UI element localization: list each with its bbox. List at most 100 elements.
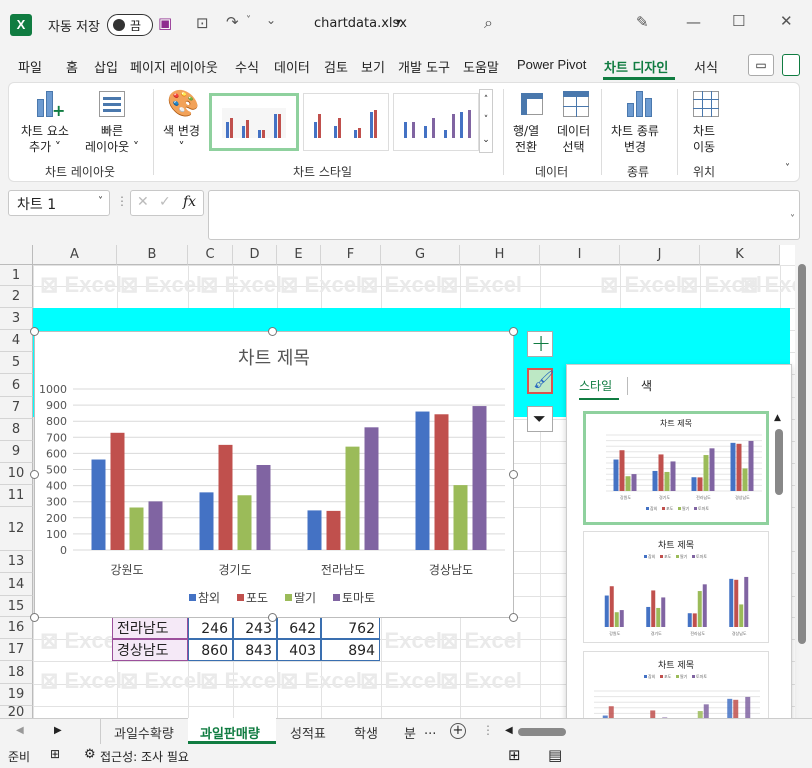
row-header[interactable]: 5 xyxy=(0,352,33,374)
row-header[interactable]: 15 xyxy=(0,596,33,617)
table-cell-value[interactable]: 860 xyxy=(188,639,233,661)
page-layout-view-icon[interactable]: ▤ xyxy=(548,746,563,764)
table-cell-value[interactable]: 243 xyxy=(233,617,277,639)
insert-function-icon[interactable]: fx xyxy=(183,194,197,210)
change-chart-type-button[interactable]: 차트 종류 변경 xyxy=(611,124,659,154)
maximize-icon[interactable]: ☐ xyxy=(732,12,746,30)
column-header[interactable]: A xyxy=(33,245,117,265)
chart-resize-handle[interactable] xyxy=(268,613,277,622)
chart-style-3[interactable] xyxy=(393,93,479,151)
save-icon[interactable]: ▣ xyxy=(158,14,173,32)
tab-help[interactable]: 도움말 xyxy=(463,61,499,76)
row-header[interactable]: 11 xyxy=(0,485,33,507)
chart-resize-handle[interactable] xyxy=(509,613,518,622)
chart-resize-handle[interactable] xyxy=(30,613,39,622)
chart-style-2[interactable] xyxy=(303,93,389,151)
row-header[interactable]: 2 xyxy=(0,286,33,308)
column-header[interactable]: D xyxy=(233,245,277,265)
row-header[interactable]: 7 xyxy=(0,397,33,419)
row-header[interactable]: 16 xyxy=(0,617,33,639)
sheet-tab[interactable]: 과일수확량 xyxy=(114,727,174,742)
row-header[interactable]: 4 xyxy=(0,330,33,352)
row-header[interactable]: 8 xyxy=(0,419,33,441)
chart-styles-button[interactable]: 🖌 xyxy=(527,368,555,394)
table-cell-value[interactable]: 762 xyxy=(321,617,380,639)
select-all-corner[interactable] xyxy=(0,245,33,265)
chart-resize-handle[interactable] xyxy=(268,327,277,336)
row-header[interactable]: 18 xyxy=(0,661,33,684)
style-thumb-1[interactable]: 차트 제목 강원도 경기도 전라남도 경상남도 참외 포도 딸기 토마토 xyxy=(583,411,769,525)
name-box[interactable]: 차트 1 ˅ xyxy=(8,190,110,216)
tab-format[interactable]: 서식 xyxy=(694,61,718,76)
sheet-tab-active[interactable]: 과일판매량 xyxy=(200,727,260,742)
row-header[interactable]: 14 xyxy=(0,573,33,596)
tab-review[interactable]: 검토 xyxy=(324,61,348,76)
autosave-toggle[interactable]: 끔 xyxy=(107,14,153,36)
redo-dropdown-icon[interactable]: ˅ xyxy=(246,15,251,26)
chart-resize-handle[interactable] xyxy=(30,327,39,336)
tab-developer[interactable]: 개발 도구 xyxy=(398,61,450,76)
quick-layout-button[interactable]: 빠른 레이아웃 ˅ xyxy=(85,124,139,154)
sheet-tab[interactable]: 학생 xyxy=(354,727,378,742)
column-header[interactable]: G xyxy=(381,245,460,265)
close-icon[interactable]: ✕ xyxy=(780,12,793,30)
search-icon[interactable]: ⌕ xyxy=(484,13,493,32)
table-cell-value[interactable]: 894 xyxy=(321,639,380,661)
vertical-scrollbar[interactable] xyxy=(795,250,812,718)
gallery-scroll[interactable]: ˄ ˅ ⌄ xyxy=(479,89,493,153)
comments-icon[interactable]: ▭ xyxy=(748,54,774,76)
tab-power-pivot[interactable]: Power Pivot xyxy=(517,57,587,72)
prev-sheet-icon[interactable]: ◀ xyxy=(16,725,24,736)
accessibility-icon[interactable]: ⚙ xyxy=(84,747,96,762)
tab-file[interactable]: 파일 xyxy=(18,61,42,76)
pane-scroll-thumb[interactable] xyxy=(775,429,783,495)
hscroll-left-icon[interactable]: ◀ xyxy=(505,725,513,736)
accessibility-status[interactable]: 접근성: 조사 필요 xyxy=(100,750,189,764)
next-sheet-icon[interactable]: ▶ xyxy=(54,725,62,736)
minimize-icon[interactable]: — xyxy=(686,13,701,31)
tab-home[interactable]: 홈 xyxy=(66,61,78,76)
vertical-scroll-thumb[interactable] xyxy=(798,264,806,644)
switch-row-column-button[interactable]: 행/열 전환 xyxy=(513,124,540,154)
change-colors-button[interactable]: 색 변경 ˅ xyxy=(163,124,200,154)
pane-scroll-up-icon[interactable]: ▲ xyxy=(774,413,781,423)
chart-style-1[interactable] xyxy=(209,93,299,151)
table-cell-value[interactable]: 843 xyxy=(233,639,277,661)
row-header[interactable]: 1 xyxy=(0,265,33,286)
cancel-icon[interactable]: ✕ xyxy=(137,194,149,210)
table-cell-name[interactable]: 경상남도 xyxy=(112,639,188,661)
row-header[interactable]: 12 xyxy=(0,507,33,551)
normal-view-icon[interactable]: ⊞ xyxy=(508,746,521,764)
column-header[interactable]: F xyxy=(321,245,381,265)
select-data-button[interactable]: 데이터 선택 xyxy=(557,124,591,154)
table-cell-name[interactable]: 전라남도 xyxy=(112,617,188,639)
collapse-ribbon-icon[interactable]: ˅ xyxy=(785,163,790,174)
table-cell-value[interactable]: 403 xyxy=(277,639,321,661)
tab-page-layout[interactable]: 페이지 레이아웃 xyxy=(130,61,218,76)
move-chart-button[interactable]: 차트 이동 xyxy=(693,124,716,154)
row-header[interactable]: 13 xyxy=(0,551,33,573)
expand-formula-icon[interactable]: ˅ xyxy=(790,214,795,225)
column-header[interactable]: J xyxy=(620,245,700,265)
tab-view[interactable]: 보기 xyxy=(361,61,385,76)
chart-filters-button[interactable]: ⏷ xyxy=(527,406,553,432)
macro-record-icon[interactable]: ⊞ xyxy=(50,747,61,761)
row-header[interactable]: 9 xyxy=(0,441,33,463)
table-cell-value[interactable]: 642 xyxy=(277,617,321,639)
style-thumb-2[interactable]: 차트 제목 강원도 경기도 전라남도 경상남도 참외 포도 딸기 토마토 xyxy=(583,531,769,643)
add-sheet-icon[interactable]: + xyxy=(450,723,466,739)
chart-resize-handle[interactable] xyxy=(30,470,39,479)
column-header[interactable]: B xyxy=(117,245,188,265)
add-chart-element-button[interactable]: 차트 요소 추가 ˅ xyxy=(21,124,69,154)
column-header[interactable]: C xyxy=(188,245,233,265)
file-name-caret[interactable]: ▾ xyxy=(396,17,402,28)
row-header[interactable]: 17 xyxy=(0,639,33,661)
formula-input[interactable] xyxy=(208,190,800,240)
column-header[interactable]: E xyxy=(277,245,321,265)
row-header[interactable]: 19 xyxy=(0,684,33,706)
column-header[interactable]: K xyxy=(700,245,780,265)
sheet-tab[interactable]: 분 xyxy=(404,727,416,742)
customize-qat-icon[interactable]: ⌄ xyxy=(266,13,277,27)
row-header[interactable]: 10 xyxy=(0,463,33,485)
camera-icon[interactable]: ⊡ xyxy=(196,14,209,32)
